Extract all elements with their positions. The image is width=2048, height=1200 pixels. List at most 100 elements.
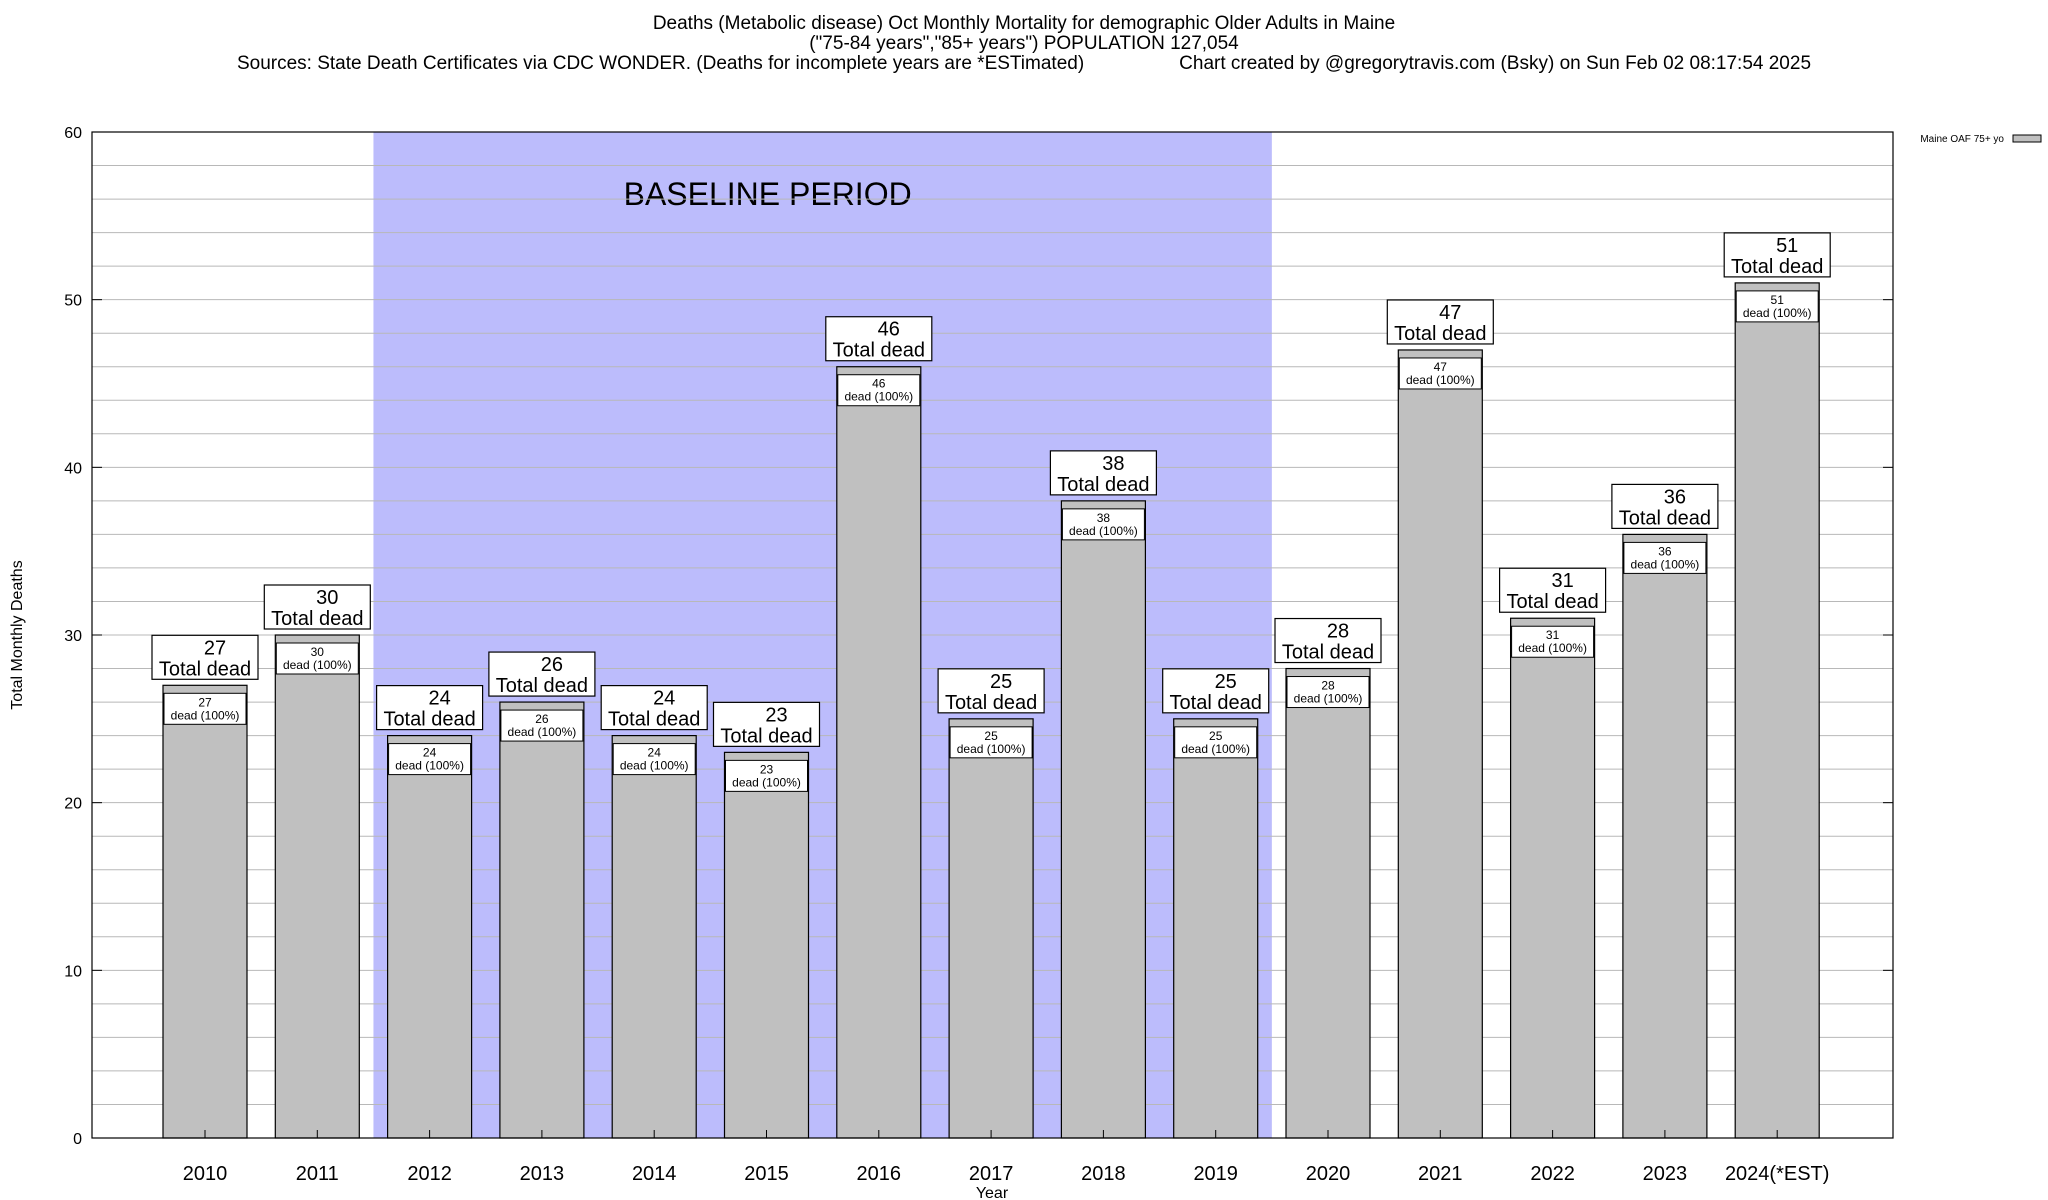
chart-credit: Chart created by @gregorytravis.com (Bsk… xyxy=(1179,53,1812,74)
inner-label-box xyxy=(163,692,247,725)
y-tick-label: 60 xyxy=(64,125,82,142)
bar xyxy=(836,366,922,1139)
top-label-box xyxy=(600,684,708,731)
inner-label-box xyxy=(1061,508,1145,541)
bar xyxy=(1734,282,1820,1139)
top-label-value: 28 xyxy=(1327,621,1349,643)
inner-label-text: dead (100%) xyxy=(957,742,1026,756)
inner-label-value: 25 xyxy=(984,729,998,743)
inner-label-value: 24 xyxy=(423,746,437,760)
x-axis-label: Year xyxy=(976,1185,1009,1200)
baseline-label: BASELINE PERIOD xyxy=(624,176,912,212)
inner-label-box xyxy=(949,726,1033,759)
inner-label-box xyxy=(388,743,472,776)
y-tick-label: 30 xyxy=(64,628,82,645)
top-label-value: 24 xyxy=(428,688,450,710)
top-label-box xyxy=(937,668,1045,714)
x-tick-label: 2014 xyxy=(632,1163,677,1185)
top-label-box xyxy=(825,316,933,362)
legend-swatch xyxy=(2012,134,2042,143)
inner-label-text: dead (100%) xyxy=(1631,557,1700,571)
chart-title: Deaths (Metabolic disease) Oct Monthly M… xyxy=(652,13,1396,34)
inner-label-text: dead (100%) xyxy=(1181,742,1250,756)
bar xyxy=(1397,349,1483,1139)
inner-label-value: 31 xyxy=(1546,628,1560,642)
inner-label-text: dead (100%) xyxy=(1743,306,1812,320)
top-label-text: Total dead xyxy=(1282,642,1374,664)
top-label-box xyxy=(488,651,596,697)
top-label-box xyxy=(376,684,484,731)
top-label-text: Total dead xyxy=(271,608,363,630)
inner-label-text: dead (100%) xyxy=(508,725,577,739)
y-axis-label: Total Monthly Deaths xyxy=(9,560,26,709)
inner-label-value: 24 xyxy=(648,746,662,760)
legend: Maine OAF 75+ yo xyxy=(1920,134,2042,145)
top-label-text: Total dead xyxy=(1506,591,1598,613)
top-label-box xyxy=(712,701,821,747)
x-tick-label: 2013 xyxy=(520,1163,565,1185)
y-tick-label: 20 xyxy=(64,796,82,813)
top-label-text: Total dead xyxy=(608,709,700,731)
top-label-value: 31 xyxy=(1551,570,1573,592)
y-tick-label: 0 xyxy=(73,1131,82,1148)
top-label-box xyxy=(1049,450,1158,496)
top-label-box xyxy=(1162,668,1270,714)
top-label-box xyxy=(151,634,259,680)
chart-header: Deaths (Metabolic disease) Oct Monthly M… xyxy=(0,14,2048,74)
top-label-value: 26 xyxy=(541,654,563,676)
bar xyxy=(1285,667,1371,1139)
bar xyxy=(1060,500,1147,1139)
top-label-value: 30 xyxy=(316,587,338,609)
chart-subtitle: ("75-84 years","85+ years") POPULATION 1… xyxy=(809,33,1239,54)
inner-label-box xyxy=(1398,357,1482,390)
inner-label-box xyxy=(1286,676,1370,709)
bar xyxy=(948,718,1034,1139)
top-label-text: Total dead xyxy=(1170,692,1262,714)
top-label-value: 38 xyxy=(1102,453,1124,475)
inner-label-text: dead (100%) xyxy=(844,390,913,404)
inner-label-value: 46 xyxy=(872,377,886,391)
top-label-text: Total dead xyxy=(383,709,475,731)
inner-label-value: 38 xyxy=(1097,511,1111,525)
top-label-value: 27 xyxy=(204,637,226,659)
bar xyxy=(723,751,810,1139)
bar xyxy=(387,734,473,1139)
bar xyxy=(611,734,697,1139)
inner-label-box xyxy=(837,374,921,407)
x-tick-label: 2022 xyxy=(1530,1163,1575,1185)
top-label-text: Total dead xyxy=(1394,323,1486,345)
inner-label-value: 51 xyxy=(1771,293,1785,307)
x-tick-label: 2019 xyxy=(1193,1163,1238,1185)
bar xyxy=(499,701,585,1139)
chart-sources-line: Sources: State Death Certificates via CD… xyxy=(0,54,2048,74)
top-label-box xyxy=(1274,617,1382,664)
inner-label-box xyxy=(500,709,584,742)
bar xyxy=(162,684,248,1139)
inner-label-value: 28 xyxy=(1321,679,1335,693)
x-tick-label: 2024(*EST) xyxy=(1725,1163,1830,1185)
top-label-text: Total dead xyxy=(1731,256,1823,278)
inner-label-box xyxy=(1623,541,1707,574)
inner-label-box xyxy=(275,642,359,675)
top-label-value: 51 xyxy=(1776,235,1798,257)
inner-label-value: 25 xyxy=(1209,729,1223,743)
bar xyxy=(1622,533,1708,1139)
top-label-box xyxy=(263,584,371,630)
bar xyxy=(1173,718,1259,1139)
inner-label-value: 26 xyxy=(535,712,549,726)
top-label-value: 46 xyxy=(878,319,900,341)
x-tick-label: 2021 xyxy=(1418,1163,1463,1185)
top-label-text: Total dead xyxy=(720,725,812,747)
inner-label-text: dead (100%) xyxy=(395,759,464,773)
top-label-text: Total dead xyxy=(159,658,251,680)
